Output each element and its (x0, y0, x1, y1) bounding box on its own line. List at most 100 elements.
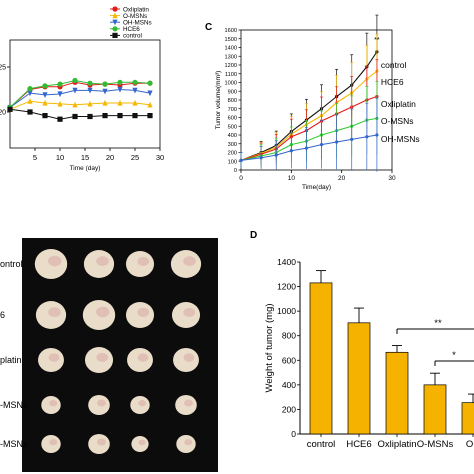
y-tick-label-c: 1200 (225, 63, 237, 69)
data-point-b (102, 99, 108, 106)
data-point-b (42, 83, 48, 89)
x-tick-label-c: 10 (288, 175, 296, 182)
data-point-c (304, 146, 309, 150)
tumor-vessel-tint (48, 255, 62, 267)
data-point-b (117, 79, 123, 85)
x-tick-label-b: 30 (156, 153, 164, 162)
y-tick-label-c: 300 (228, 142, 237, 148)
data-point-c (335, 140, 339, 144)
y-tick-label-b: 25 (0, 65, 6, 72)
x-tick-label-b: 5 (33, 153, 37, 162)
data-point-b (87, 100, 93, 107)
data-point-b (27, 98, 33, 104)
x-tick-label-d: control (307, 439, 336, 450)
tumor-vessel-tint (137, 353, 149, 362)
tumor-vessel-tint (137, 256, 150, 266)
x-axis-label-c: Time(day) (302, 184, 331, 191)
tumor-vessel-tint (137, 307, 150, 317)
x-axis-label-b: Time (day) (70, 165, 101, 172)
legend-label-b: OH-MSNs (123, 20, 152, 27)
y-tick-label-d: 400 (282, 380, 296, 390)
series-line-b-1 (9, 100, 151, 110)
data-point-b (72, 77, 78, 84)
data-point-b (147, 90, 153, 97)
data-point-b (132, 113, 138, 119)
bar-d-4 (461, 402, 474, 435)
significance-label-d: ** (434, 318, 442, 329)
data-point-b (132, 79, 138, 85)
data-point-b (87, 80, 93, 86)
legend-label-b: O-MSNs (123, 13, 147, 20)
series-label-c: OH-MSNs (381, 134, 420, 144)
photo-row-label: ontrol (0, 259, 23, 269)
photo-row-label: -MSNs (0, 439, 28, 449)
data-point-b (147, 80, 153, 86)
y-tick-label-c: 1000 (225, 81, 237, 87)
significance-label-d: * (452, 350, 456, 361)
legend-label-b: HCE6 (123, 26, 140, 33)
data-point-b (102, 81, 108, 87)
data-point-b (42, 92, 48, 98)
y-tick-label-d: 600 (282, 355, 296, 365)
series-label-c: control (381, 60, 407, 70)
bar-d-1 (347, 322, 371, 435)
bar-d-3 (423, 384, 447, 435)
y-axis-label-d: Weight of tumor (mg) (264, 303, 275, 392)
significance-c: ** (374, 37, 380, 44)
tumor-photo-panel: ontrol 6 platin -MSNs -MSNs (0, 238, 218, 472)
data-point-b (42, 113, 48, 119)
series-line-c-0 (240, 51, 378, 161)
data-point-b (87, 87, 93, 94)
y-tick-label-c: 1600 (225, 28, 237, 34)
tumor-vessel-tint (138, 439, 146, 446)
y-tick-label-d: 1200 (277, 282, 296, 292)
data-point-b (57, 91, 63, 98)
data-point-b (147, 113, 153, 119)
y-tick-label-c: 600 (228, 116, 237, 122)
data-point-b (132, 99, 138, 106)
series-label-c: Oxliplatin (381, 99, 416, 109)
y-tick-label-d: 0 (291, 429, 296, 439)
y-axis-label-c: Tumor volume(mm³) (215, 71, 222, 130)
data-point-b (57, 100, 63, 107)
legend-marker-b (112, 6, 118, 12)
series-line-b-3 (9, 79, 151, 108)
y-tick-label-c: 800 (228, 98, 237, 104)
series-line-c-4 (240, 134, 377, 161)
tumor-vessel-tint (96, 256, 109, 267)
data-point-b (42, 99, 48, 106)
y-tick-label-c: 900 (228, 89, 237, 95)
tumor-vessel-tint (96, 352, 109, 362)
x-tick-label-c: 20 (338, 175, 346, 182)
x-tick-label-c: 30 (388, 175, 396, 182)
data-point-c (239, 158, 243, 162)
data-point-b (87, 113, 93, 120)
photo-row-label: -MSNs (0, 400, 28, 410)
chart-c: C 01002003004005006007008009001000110012… (205, 14, 420, 191)
tumor-vessel-tint (184, 399, 193, 407)
data-point-b (72, 113, 78, 120)
tumor-vessel-tint (183, 353, 195, 362)
data-point-b (132, 87, 138, 94)
data-point-b (117, 86, 123, 93)
chart-d: D 0 200 400 600 800 1000 1200 1400 Weight of tum… (250, 230, 474, 450)
legend-marker-b (112, 12, 118, 19)
data-point-c (350, 137, 354, 141)
y-tick-label-d: 1000 (277, 306, 296, 316)
y-tick-label-c: 400 (228, 133, 237, 139)
data-point-c (274, 153, 278, 157)
data-point-b (117, 113, 123, 119)
tumor-vessel-tint (97, 399, 106, 407)
x-tick-label-b: 20 (106, 153, 114, 162)
data-point-b (57, 116, 63, 122)
y-tick-label-c: 200 (228, 151, 237, 157)
y-tick-label-c: 100 (228, 159, 237, 165)
data-point-b (57, 81, 63, 87)
photo-row-label: platin (0, 355, 22, 365)
data-point-b (102, 113, 108, 119)
data-point-c (289, 149, 293, 153)
x-tick-label-d: O-MSNs (417, 439, 454, 450)
x-tick-label-b: 15 (81, 153, 89, 162)
plot-frame-c (240, 29, 393, 171)
x-tick-label-c: 0 (239, 175, 243, 182)
